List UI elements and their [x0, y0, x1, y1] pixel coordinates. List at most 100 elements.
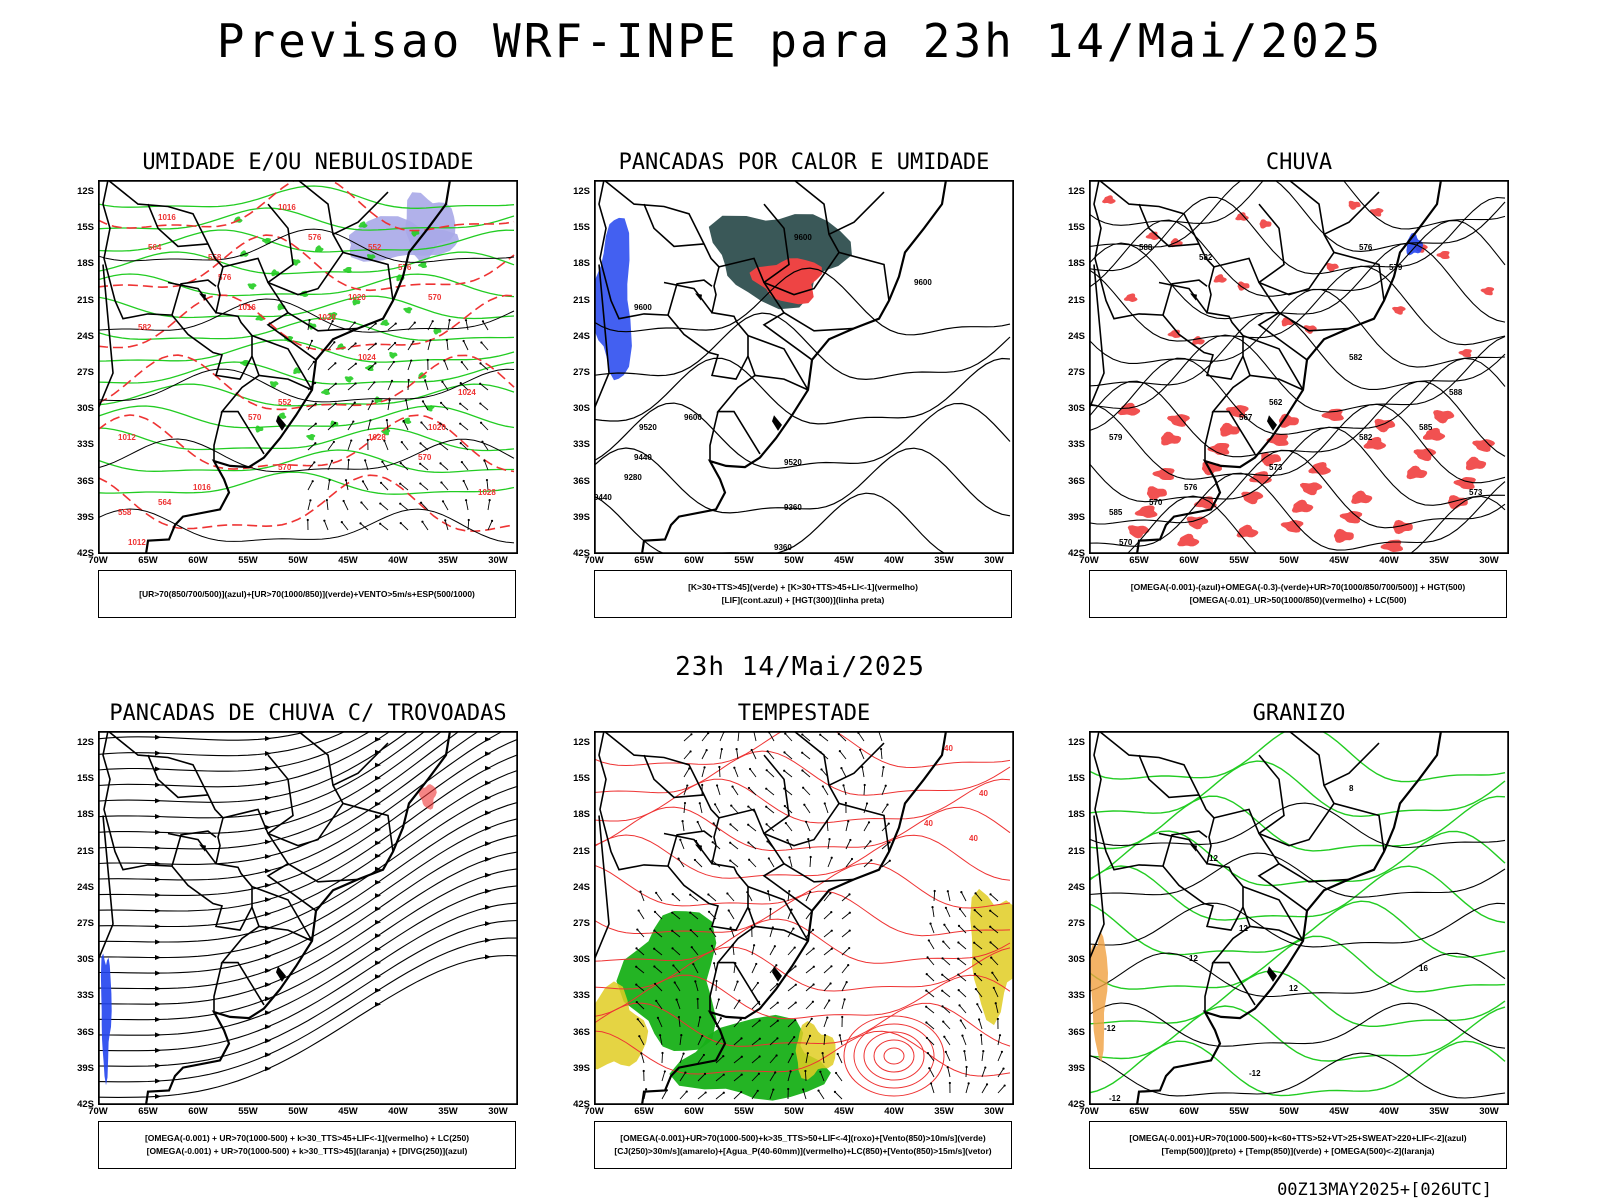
map-panel-p1: 1016 1016 1020 1016 1020 1024 1024 1020 1028 1012… [98, 180, 518, 554]
lon-tick-label: 35W [1429, 1106, 1449, 1117]
lat-tick-label: 30S [77, 403, 94, 415]
lon-tick-label: 45W [834, 1106, 854, 1117]
contour-label: 576 [1359, 243, 1373, 252]
lon-tick-label: 50W [1279, 1106, 1299, 1117]
contour-label: 1012 [128, 538, 146, 547]
lat-tick-label: 39S [77, 511, 94, 523]
lon-tick-label: 30W [1479, 555, 1499, 566]
lat-tick-label: 18S [1068, 809, 1085, 821]
lon-tick-label: 70W [584, 1106, 604, 1117]
lat-tick-label: 15S [573, 222, 590, 234]
lat-tick-label: 36S [1068, 1026, 1085, 1038]
lat-tick-label: 30S [1068, 403, 1085, 415]
lon-tick-label: 60W [188, 555, 208, 566]
contour-label: 12 [1209, 854, 1218, 863]
lon-tick-label: 60W [1179, 1106, 1199, 1117]
lon-tick-label: 65W [138, 1106, 158, 1117]
legend-line: [Temp(500)](preto) + [Temp(850)](verde) … [1161, 1146, 1435, 1156]
lon-tick-label: 35W [438, 1106, 458, 1117]
contour-label: 40 [969, 834, 978, 843]
legend-p2: [K>30+TTS>45](verde) + [K>30+TTS>45+LI<-… [594, 570, 1012, 618]
panel-title-p6: GRANIZO [1252, 701, 1346, 726]
contour-label: 1024 [358, 353, 376, 362]
lat-tick-label: 30S [1068, 954, 1085, 966]
legend-p1: [UR>70(850/700/500)](azul)+[UR>70(1000/8… [98, 570, 516, 618]
lat-tick-label: 12S [573, 737, 590, 749]
contour-label: 40 [944, 744, 953, 753]
lon-tick-label: 65W [634, 1106, 654, 1117]
lat-tick-label: 42S [1068, 1099, 1085, 1110]
lat-tick-label: 12S [1068, 737, 1085, 749]
legend-line: [OMEGA(-0.001) + UR>70(1000-500) + k>30_… [144, 1133, 470, 1143]
map-panel-p5: 40 40 40 40 [594, 731, 1014, 1105]
lat-tick-label: 27S [573, 367, 590, 379]
contour-label: 576 [218, 273, 232, 282]
contour-label: 9440 [634, 453, 652, 462]
legend-line: [OMEGA(-0.001) + UR>70(1000-500) + k>30_… [146, 1146, 468, 1156]
lon-tick-label: 45W [834, 555, 854, 566]
contour-label: 9600 [914, 278, 932, 287]
lat-tick-label: 30S [573, 403, 590, 415]
valid-time-title: 23h 14/Mai/2025 [675, 652, 925, 682]
lat-tick-label: 24S [1068, 330, 1085, 342]
lat-tick-label: 36S [77, 1026, 94, 1038]
lon-tick-label: 55W [734, 555, 754, 566]
contour-label: 570 [278, 463, 292, 472]
lon-tick-label: 65W [634, 555, 654, 566]
lon-tick-label: 50W [784, 1106, 804, 1117]
run-stamp: 00Z13MAY2025+[026UTC] [1277, 1180, 1492, 1200]
lat-tick-label: 12S [77, 737, 94, 749]
lat-tick-label: 33S [573, 439, 590, 451]
lat-tick-label: 18S [77, 809, 94, 821]
contour-label: 570 [418, 453, 432, 462]
contour-label: 1028 [368, 433, 386, 442]
contour-label: 1016 [238, 303, 256, 312]
contour-label: 1024 [458, 388, 476, 397]
contour-label: 40 [979, 789, 988, 798]
contour-label: 582 [138, 323, 152, 332]
contour-label: 579 [1109, 433, 1123, 442]
lon-tick-label: 65W [1129, 1106, 1149, 1117]
map-panel-p4 [98, 731, 518, 1105]
panel-title-p2: PANCADAS POR CALOR E UMIDADE [618, 150, 990, 175]
lon-tick-label: 50W [1279, 555, 1299, 566]
lat-tick-label: 42S [1068, 548, 1085, 559]
contour-label: 16 [1419, 964, 1428, 973]
contour-label: 567 [1239, 413, 1253, 422]
lon-tick-label: 45W [338, 555, 358, 566]
contour-label: 558 [118, 508, 132, 517]
lon-tick-label: 60W [188, 1106, 208, 1117]
lon-tick-label: 70W [1079, 1106, 1099, 1117]
lon-tick-label: 30W [984, 1106, 1004, 1117]
contour-label: 570 [248, 413, 262, 422]
panel-title-p4: PANCADAS DE CHUVA C/ TROVOADAS [109, 701, 507, 726]
legend-line: [OMEGA(-0.001)+UR>70(1000-500)+k<60+TTS>… [1129, 1133, 1467, 1143]
lon-tick-label: 40W [884, 1106, 904, 1117]
contour-label: 12 [1239, 924, 1248, 933]
panel-title-p1: UMIDADE E/OU NEBULOSIDADE [142, 150, 474, 175]
map-canvas-p1: 1016 1016 1020 1016 1020 1024 1024 1020 1028 1012… [98, 180, 518, 554]
map-panel-p2: 9600 9600 9600 9520 9600 9520 9440 9360 9280 9440… [594, 180, 1014, 554]
lon-tick-label: 35W [934, 555, 954, 566]
contour-label: 1028 [478, 488, 496, 497]
lon-tick-label: 55W [238, 555, 258, 566]
lon-tick-label: 50W [288, 555, 308, 566]
contour-label: 8 [1349, 784, 1354, 793]
contour-label: 564 [158, 498, 172, 507]
lat-tick-label: 18S [573, 809, 590, 821]
contour-label: 1016 [278, 203, 296, 212]
lat-tick-label: 27S [573, 918, 590, 930]
lon-tick-label: 30W [1479, 1106, 1499, 1117]
lon-tick-label: 35W [438, 555, 458, 566]
contour-label: -12 [1249, 1069, 1261, 1078]
lat-tick-label: 15S [77, 222, 94, 234]
contour-label: 1016 [158, 213, 176, 222]
lat-tick-label: 39S [573, 511, 590, 523]
lon-tick-label: 45W [338, 1106, 358, 1117]
lon-tick-label: 40W [884, 555, 904, 566]
contour-label: 9360 [774, 543, 792, 552]
map-canvas-p2: 9600 9600 9600 9520 9600 9520 9440 9360 9280 9440… [594, 180, 1014, 554]
contour-label: 40 [924, 819, 933, 828]
map-canvas-p5: 40 40 40 40 [594, 731, 1014, 1105]
lon-tick-label: 40W [388, 555, 408, 566]
